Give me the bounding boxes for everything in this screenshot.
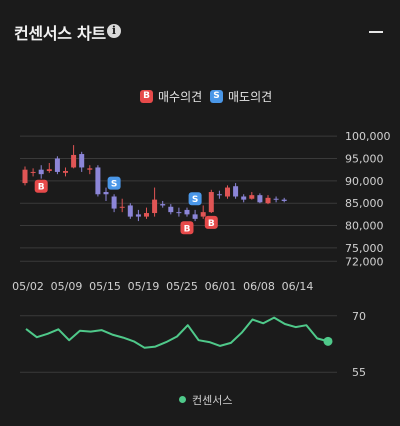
candle-body bbox=[160, 204, 166, 206]
x-tick-label: 05/09 bbox=[51, 280, 83, 293]
x-tick-label: 06/01 bbox=[205, 280, 237, 293]
candle-body bbox=[184, 209, 190, 215]
consensus-tick-label: 55 bbox=[352, 366, 366, 379]
candle-body bbox=[249, 195, 255, 199]
candle-body bbox=[46, 169, 52, 172]
candle-body bbox=[225, 187, 230, 197]
x-tick-label: 05/25 bbox=[166, 280, 198, 293]
price-tick-label: 90,000 bbox=[345, 175, 384, 188]
buy-marker[interactable]: B bbox=[204, 215, 218, 229]
price-tick-label: 95,000 bbox=[345, 153, 384, 166]
chart-header: 컨센서스 차트 i bbox=[0, 0, 400, 62]
candle-body bbox=[241, 196, 247, 200]
candle-body bbox=[111, 196, 117, 209]
consensus-tick-label: 70 bbox=[352, 310, 366, 323]
page-title: 컨센서스 차트 bbox=[14, 24, 106, 43]
chart-legend: B 매수의견 S 매도의견 bbox=[0, 88, 400, 108]
candle-body bbox=[168, 206, 174, 213]
candle-body bbox=[273, 198, 279, 200]
candle-body bbox=[281, 199, 287, 201]
candle-body bbox=[127, 205, 133, 217]
collapse-icon[interactable] bbox=[369, 31, 383, 33]
bottom-legend-label: 컨센서스 bbox=[192, 394, 233, 407]
buy-marker[interactable]: B bbox=[34, 179, 48, 193]
candle-body bbox=[200, 212, 206, 217]
candle-body bbox=[79, 154, 85, 168]
svg-text:B: B bbox=[184, 224, 191, 234]
info-icon[interactable]: i bbox=[107, 24, 121, 38]
x-tick-label: 05/02 bbox=[12, 280, 44, 293]
candle-body bbox=[233, 186, 239, 197]
candle-body bbox=[208, 192, 214, 213]
candle-body bbox=[265, 197, 271, 204]
x-tick-label: 05/19 bbox=[128, 280, 160, 293]
sell-badge-icon: S bbox=[210, 90, 223, 103]
candle-body bbox=[87, 168, 93, 170]
candle-body bbox=[176, 212, 182, 214]
svg-text:S: S bbox=[192, 195, 198, 205]
svg-text:B: B bbox=[38, 183, 45, 193]
price-tick-label: 75,000 bbox=[345, 242, 384, 255]
candle-body bbox=[135, 214, 141, 217]
price-tick-label: 100,000 bbox=[345, 130, 391, 143]
candle-body bbox=[144, 213, 149, 217]
legend-sell-label: 매도의견 bbox=[228, 90, 273, 104]
consensus-last-point bbox=[323, 336, 333, 346]
legend-sell: S 매도의견 bbox=[210, 88, 272, 105]
x-tick-label: 05/15 bbox=[89, 280, 121, 293]
x-tick-label: 06/14 bbox=[282, 280, 314, 293]
sell-marker[interactable]: S bbox=[107, 176, 121, 190]
candle-body bbox=[192, 214, 198, 219]
candle-body bbox=[30, 171, 36, 173]
candle-body bbox=[103, 192, 109, 195]
candle-body bbox=[152, 199, 158, 214]
candle-body bbox=[119, 206, 125, 208]
legend-buy-label: 매수의견 bbox=[158, 90, 203, 104]
svg-text:B: B bbox=[208, 219, 215, 229]
sell-marker[interactable]: S bbox=[188, 192, 202, 206]
consensus-dot-icon bbox=[179, 396, 186, 403]
candle-body bbox=[38, 169, 44, 175]
candle-body bbox=[54, 158, 60, 172]
price-tick-label: 80,000 bbox=[345, 220, 384, 233]
buy-marker[interactable]: B bbox=[180, 221, 194, 235]
candle-body bbox=[216, 194, 222, 196]
candle-body bbox=[257, 195, 263, 203]
price-tick-label: 72,000 bbox=[345, 255, 384, 268]
candle-body bbox=[71, 154, 77, 168]
candle-body bbox=[63, 171, 68, 173]
legend-buy: B 매수의견 bbox=[140, 88, 202, 105]
x-tick-label: 06/08 bbox=[243, 280, 275, 293]
buy-badge-icon: B bbox=[140, 90, 153, 103]
candle-body bbox=[95, 167, 101, 195]
price-tick-label: 85,000 bbox=[345, 197, 384, 210]
bottom-legend: 컨센서스 bbox=[0, 391, 400, 407]
candle-body bbox=[22, 169, 28, 184]
consensus-line bbox=[25, 316, 329, 349]
svg-text:S: S bbox=[111, 180, 117, 190]
